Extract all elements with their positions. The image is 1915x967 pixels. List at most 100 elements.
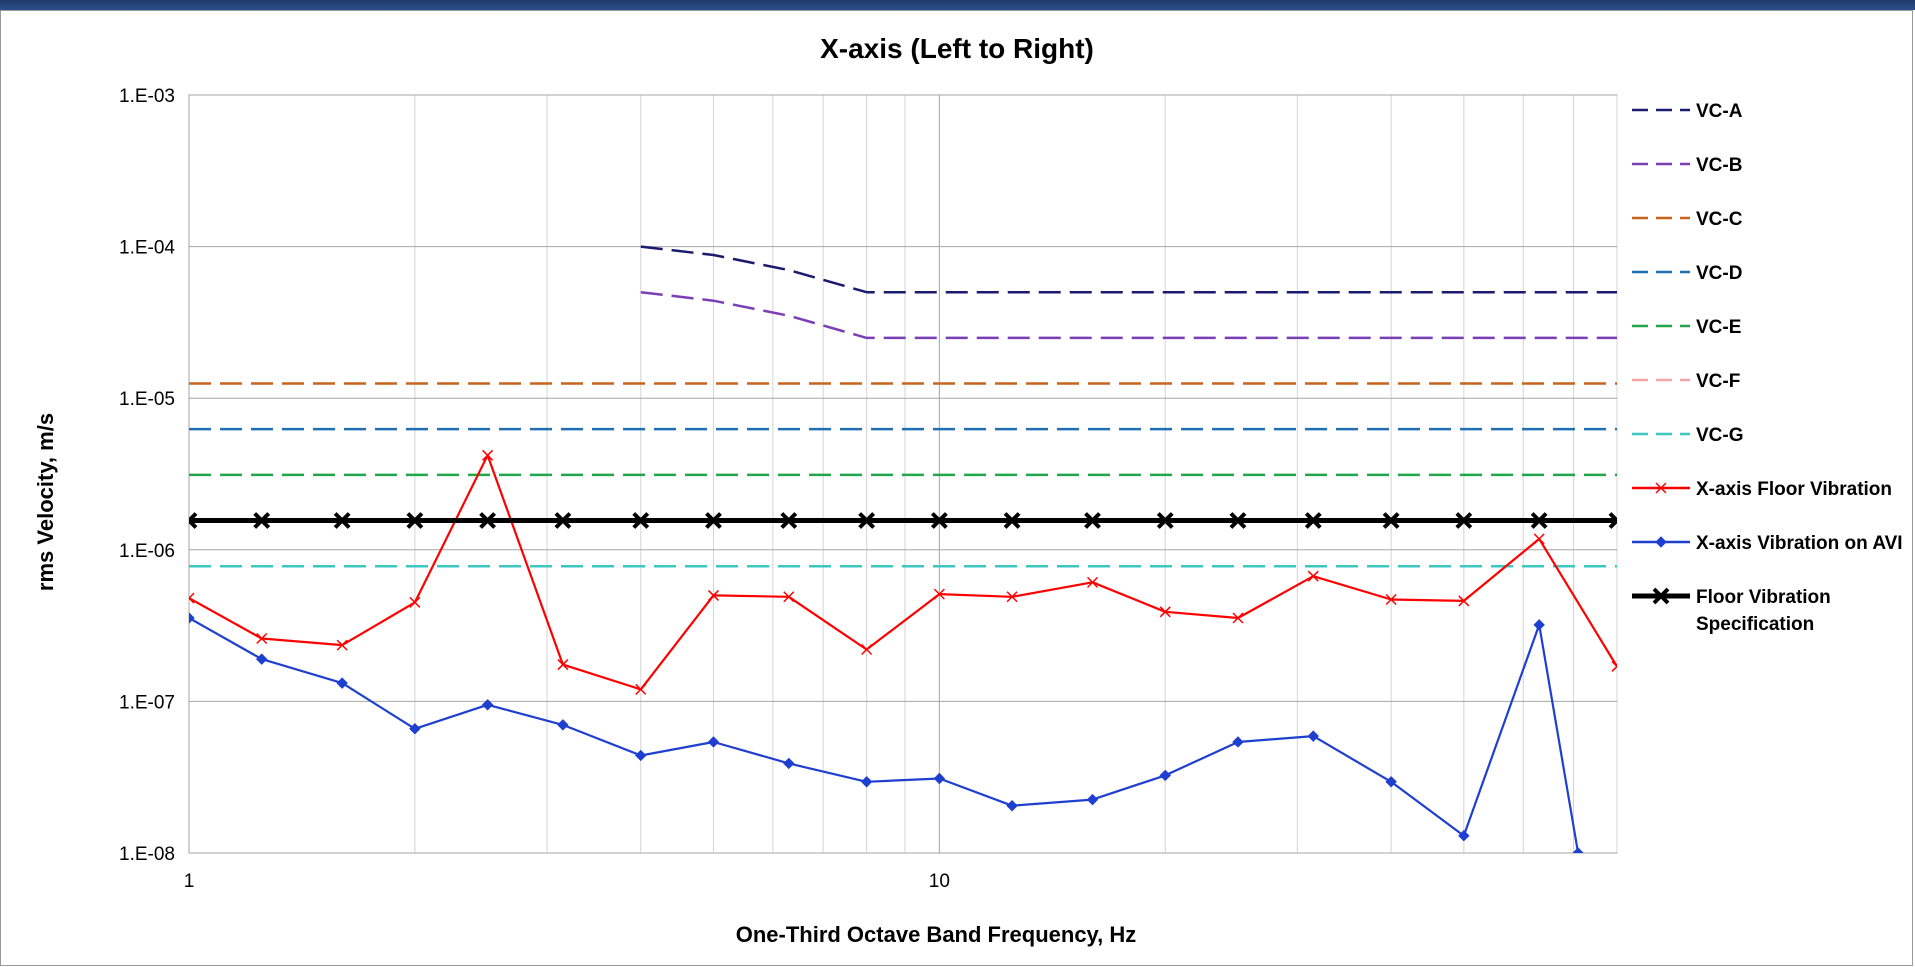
data-point-x-axis-vibration-on-avi xyxy=(1086,793,1099,806)
data-point-x-axis-floor-vibration-stroke xyxy=(933,588,945,600)
data-point-floor-vibration-specification xyxy=(780,512,798,529)
legend-item-floor-vibration-specification-label: Floor Vibration xyxy=(1696,587,1831,608)
x-axis-label: One-Third Octave Band Frequency, Hz xyxy=(736,922,1137,947)
chart-frame xyxy=(0,10,1913,966)
legend-item-vc-b: VC-B xyxy=(1632,155,1742,176)
series-x-axis-vibration-on-avi xyxy=(189,612,1584,853)
data-point-floor-vibration-specification xyxy=(930,512,948,529)
data-point-x-axis-vibration-on-avi xyxy=(1307,730,1319,742)
plot-area-series xyxy=(189,245,1617,853)
data-point-floor-vibration-specification xyxy=(554,512,572,529)
data-point-floor-vibration-specification xyxy=(1455,512,1473,529)
y-tick-label: 1.E-03 xyxy=(119,86,175,107)
data-point-x-axis-floor-vibration xyxy=(1385,593,1397,606)
data-point-x-axis-vibration-on-avi xyxy=(635,749,647,762)
data-point-x-axis-floor-vibration xyxy=(336,639,348,651)
legend-item-vc-d-label: VC-D xyxy=(1696,263,1742,284)
series-floor-vibration-specification xyxy=(189,512,1617,529)
data-point-x-axis-floor-vibration xyxy=(1159,606,1171,618)
data-point-x-axis-vibration-on-avi xyxy=(933,772,946,785)
data-point-floor-vibration-specification xyxy=(1156,512,1174,529)
data-point-x-axis-floor-vibration xyxy=(557,659,569,671)
data-point-x-axis-vibration-on-avi xyxy=(1006,800,1018,812)
data-point-x-axis-vibration-on-avi xyxy=(1385,776,1397,788)
legend-item-x-axis-vibration-on-avi: X-axis Vibration on AVI xyxy=(1632,533,1903,554)
data-point-x-axis-vibration-on-avi xyxy=(783,757,795,770)
x-tick-label: 1 xyxy=(184,871,195,892)
data-point-floor-vibration-specification xyxy=(1530,512,1548,529)
data-point-x-axis-vibration-on-avi xyxy=(1572,847,1584,853)
data-point-x-axis-floor-vibration xyxy=(933,588,945,600)
series-x-axis-floor-vibration-line xyxy=(189,454,1617,691)
legend-item-x-axis-vibration-on-avi-marker xyxy=(1655,536,1667,548)
legend-item-floor-vibration-specification: Floor Vibration Specification xyxy=(1632,587,1831,635)
data-point-x-axis-floor-vibration-stroke xyxy=(1307,570,1319,582)
data-point-floor-vibration-specification xyxy=(406,512,424,529)
y-tick-label: 1.E-06 xyxy=(119,541,175,562)
data-point-x-axis-floor-vibration xyxy=(1458,595,1470,607)
data-point-floor-vibration-specification xyxy=(632,512,650,529)
legend-item-vc-g-label: VC-G xyxy=(1696,425,1744,446)
data-point-floor-vibration-specification xyxy=(858,512,876,529)
data-point-x-axis-floor-vibration-stroke xyxy=(635,683,647,695)
legend-item-vc-e: VC-E xyxy=(1632,317,1741,338)
data-point-x-axis-vibration-on-avi xyxy=(409,723,421,735)
data-point-floor-vibration-specification-stroke xyxy=(1608,517,1617,529)
series-x-axis-vibration-on-avi-line xyxy=(189,617,1580,853)
data-point-x-axis-floor-vibration-stroke xyxy=(1533,533,1545,545)
data-point-x-axis-vibration-on-avi xyxy=(1458,830,1470,842)
series-x-axis-floor-vibration xyxy=(189,449,1617,695)
y-tick-label: 1.E-08 xyxy=(119,844,175,865)
legend-item-vc-f: VC-F xyxy=(1632,371,1740,392)
data-point-x-axis-floor-vibration xyxy=(1086,576,1099,588)
y-tick-label: 1.E-04 xyxy=(119,238,175,259)
data-point-x-axis-floor-vibration xyxy=(1307,570,1319,582)
data-point-x-axis-vibration-on-avi xyxy=(336,677,348,689)
data-point-floor-vibration-specification xyxy=(1304,512,1322,529)
legend-item-vc-c-label: VC-C xyxy=(1696,209,1743,230)
data-point-x-axis-floor-vibration-stroke xyxy=(861,643,873,656)
data-point-x-axis-floor-vibration-stroke xyxy=(189,597,195,604)
data-point-floor-vibration-specification-stroke xyxy=(1608,512,1617,524)
data-point-x-axis-floor-vibration xyxy=(783,591,795,603)
data-point-floor-vibration-specification xyxy=(1229,512,1247,529)
legend-item-x-axis-floor-vibration-label: X-axis Floor Vibration xyxy=(1696,479,1892,500)
data-point-x-axis-floor-vibration-stroke xyxy=(1232,612,1244,624)
data-point-x-axis-vibration-on-avi xyxy=(1159,769,1171,782)
tick-labels: 1.E-03 1.E-04 1.E-05 1.E-06 1.E-07 1.E-08 1 10 xyxy=(119,86,950,892)
x-tick-label: 10 xyxy=(929,871,950,892)
data-point-x-axis-floor-vibration xyxy=(256,632,268,645)
data-point-x-axis-floor-vibration-stroke xyxy=(1611,660,1617,668)
data-point-floor-vibration-specification xyxy=(1382,512,1400,529)
data-point-x-axis-floor-vibration-stroke xyxy=(1159,606,1171,618)
data-point-floor-vibration-specification-stroke xyxy=(189,512,198,524)
data-point-x-axis-floor-vibration-stroke xyxy=(783,591,795,603)
data-point-x-axis-floor-vibration-stroke xyxy=(256,632,268,645)
data-point-x-axis-floor-vibration-stroke xyxy=(1458,595,1470,607)
legend-item-x-axis-floor-vibration-marker xyxy=(1655,482,1667,494)
series-vc-b xyxy=(640,290,1617,340)
y-tick-label: 1.E-07 xyxy=(119,692,175,713)
window-top-strip xyxy=(0,0,1915,10)
legend-item-vc-g: VC-G xyxy=(1632,425,1744,446)
data-point-x-axis-floor-vibration xyxy=(861,643,873,656)
data-point-x-axis-vibration-on-avi xyxy=(189,612,195,624)
data-point-x-axis-vibration-on-avi xyxy=(481,699,494,711)
data-point-x-axis-vibration-on-avi xyxy=(1533,619,1545,631)
data-point-x-axis-vibration-on-avi xyxy=(707,736,720,748)
data-point-x-axis-floor-vibration-stroke xyxy=(707,589,720,601)
series-vc-b-line xyxy=(640,290,1617,340)
data-point-x-axis-floor-vibration xyxy=(707,589,720,601)
data-point-x-axis-floor-vibration xyxy=(1006,591,1018,603)
data-point-x-axis-floor-vibration-stroke xyxy=(1006,591,1018,603)
legend-item-x-axis-floor-vibration-marker-stroke xyxy=(1655,482,1667,494)
data-point-floor-vibration-specification xyxy=(253,512,271,529)
data-point-x-axis-floor-vibration xyxy=(1232,612,1244,624)
data-point-floor-vibration-specification xyxy=(1084,512,1101,529)
legend-item-vc-a: VC-A xyxy=(1632,101,1743,122)
legend-item-vc-b-label: VC-B xyxy=(1696,155,1742,176)
legend-item-floor-vibration-specification-label: Specification xyxy=(1696,614,1814,635)
legend: VC-A VC-B VC-C VC-D VC-E VC-F VC-G X-axis Floor… xyxy=(1632,101,1903,635)
data-point-x-axis-floor-vibration-stroke xyxy=(189,592,195,600)
